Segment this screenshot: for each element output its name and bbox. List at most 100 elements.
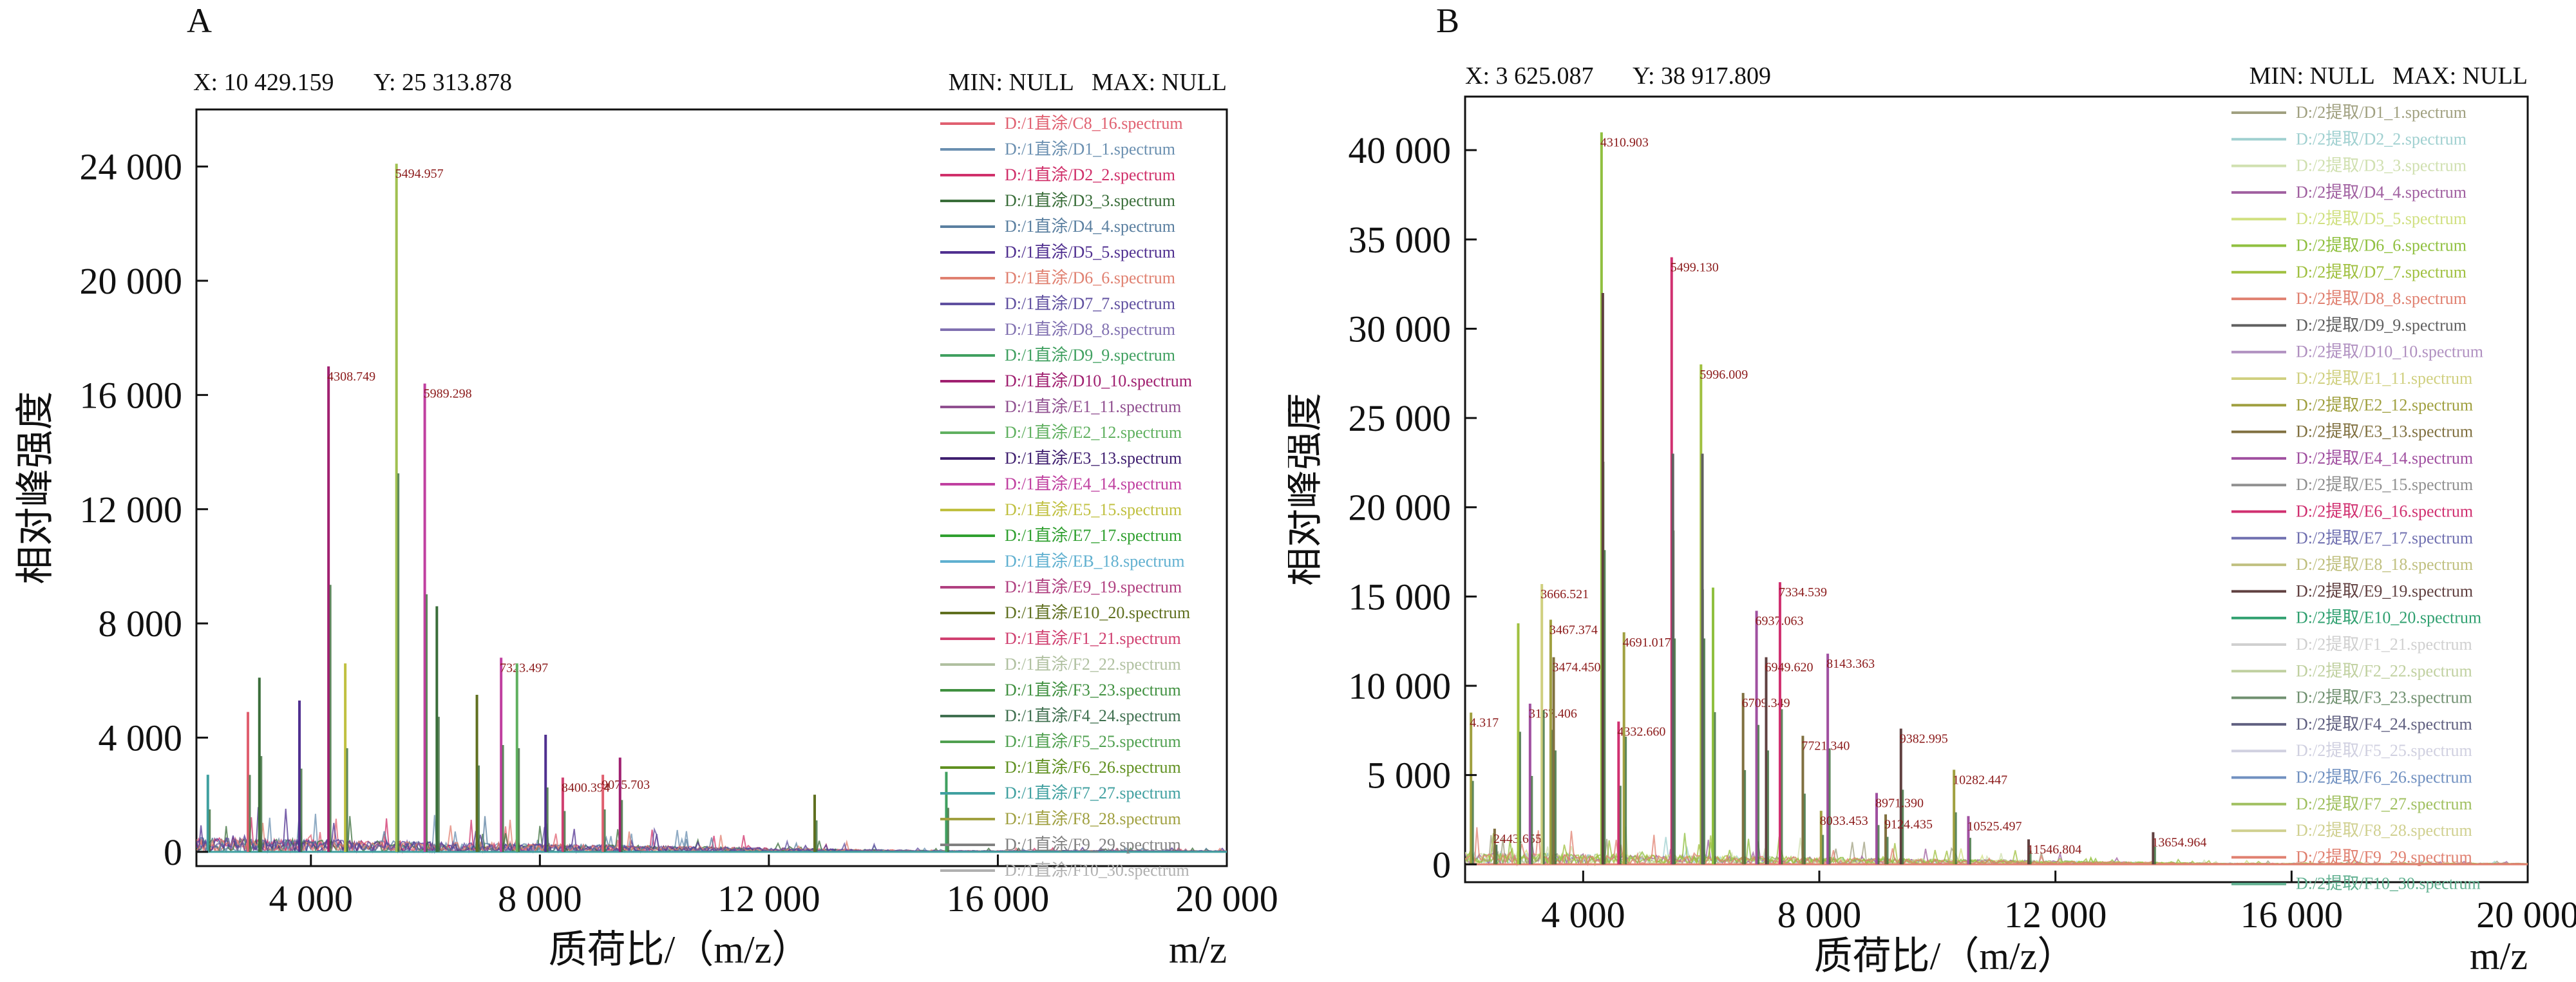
peak-label: 8143.363 (1826, 657, 1875, 671)
y-tick-label: 20 000 (1349, 487, 1452, 529)
x-axis-title: 质荷比/（m/z） (1814, 935, 2076, 977)
legend-entry: D:/1直涂/E7_17.spectrum (1005, 526, 1182, 545)
legend-entry: D:/2提取/E4_14.spectrum (2296, 449, 2473, 467)
legend-entry: D:/1直涂/E9_19.spectrum (1005, 578, 1182, 596)
legend-entry: D:/1直涂/D4_4.spectrum (1005, 217, 1175, 236)
legend-entry: D:/2提取/D6_6.spectrum (2296, 236, 2467, 255)
legend-entry: D:/2提取/D3_3.spectrum (2296, 156, 2467, 175)
y-tick-label: 8 000 (99, 603, 183, 645)
legend-entry: D:/2提取/D2_2.spectrum (2296, 129, 2467, 148)
peak-label: 3474.450 (1553, 661, 1601, 675)
peak-label: 6949.620 (1765, 661, 1814, 675)
spectra-group: 4.3172443.6553167.4063666.5213467.374347… (1465, 132, 2528, 867)
legend-entry: D:/1直涂/F10_30.spectrum (1005, 861, 1189, 880)
x-axis-unit: m/z (1169, 929, 1227, 971)
legend-entry: D:/2提取/E3_13.spectrum (2296, 422, 2473, 441)
legend-entry: D:/1直涂/C8_16.spectrum (1005, 114, 1183, 133)
legend-entry: D:/2提取/D9_9.spectrum (2296, 316, 2467, 334)
legend-entry: D:/2提取/F5_25.spectrum (2296, 741, 2472, 760)
legend-entry: D:/1直涂/D1_1.spectrum (1005, 140, 1175, 158)
cursor-y-readout: Y: 25 313.878 (374, 69, 512, 96)
peak-label: 4691.017 (1623, 636, 1671, 650)
y-tick-label: 35 000 (1349, 219, 1452, 261)
legend-entry: D:/2提取/E8_18.spectrum (2296, 555, 2473, 574)
peak-label: 8400.394 (562, 781, 610, 795)
legend-entry: D:/2提取/F6_26.spectrum (2296, 768, 2472, 787)
legend-entry: D:/2提取/E9_19.spectrum (2296, 581, 2473, 600)
legend-entry: D:/1直涂/E5_15.spectrum (1005, 500, 1182, 519)
legend-entry: D:/2提取/F7_27.spectrum (2296, 795, 2472, 813)
legend-entry: D:/1直涂/F1_21.spectrum (1005, 629, 1181, 648)
min-max-readout: MIN: NULL MAX: NULL (949, 69, 1227, 96)
legend-entry: D:/1直涂/D6_6.spectrum (1005, 269, 1175, 287)
y-tick-label: 30 000 (1349, 308, 1452, 350)
x-tick-label: 20 000 (1175, 878, 1278, 920)
chart-panel-b: B X: 3 625.087 Y: 38 917.809 MIN: NULL MAX:… (1288, 0, 2576, 982)
legend-entry: D:/2提取/F10_30.spectrum (2296, 874, 2481, 893)
x-tick-label: 8 000 (498, 878, 582, 920)
peak-label: 9382.995 (1900, 732, 1948, 746)
peak-label: 7334.539 (1779, 585, 1827, 600)
x-tick-label: 12 000 (717, 878, 820, 920)
peak-label: 4308.749 (327, 370, 375, 384)
legend-entry: D:/2提取/D10_10.spectrum (2296, 343, 2483, 361)
y-tick-label: 5 000 (1367, 755, 1452, 797)
y-tick-label: 4 000 (99, 717, 183, 759)
legend-entry: D:/1直涂/D2_2.spectrum (1005, 165, 1175, 184)
legend-entry: D:/1直涂/D9_9.spectrum (1005, 346, 1175, 364)
peak-label: 5996.009 (1700, 368, 1748, 382)
legend-entry: D:/2提取/E2_12.spectrum (2296, 395, 2473, 414)
y-axis-title: 相对峰强度 (14, 392, 57, 585)
legend-entry: D:/1直涂/F3_23.spectrum (1005, 681, 1181, 699)
legend-entry: D:/2提取/F9_29.spectrum (2296, 847, 2472, 866)
legend-entry: D:/1直涂/F6_26.spectrum (1005, 758, 1181, 777)
peak-label: 4332.660 (1617, 724, 1665, 739)
legend-entry: D:/1直涂/D8_8.spectrum (1005, 320, 1175, 339)
legend-entry: D:/2提取/D1_1.spectrum (2296, 103, 2467, 122)
peak-label: 8033.453 (1820, 814, 1868, 828)
y-tick-label: 12 000 (80, 489, 183, 531)
x-axis-title: 质荷比/（m/z） (549, 929, 811, 971)
peak-label: 4.317 (1470, 716, 1499, 730)
y-tick-label: 20 000 (80, 260, 183, 302)
y-tick-label: 15 000 (1349, 576, 1452, 618)
legend-entry: D:/2提取/E10_20.spectrum (2296, 609, 2481, 627)
peak-label: 3666.521 (1540, 587, 1589, 601)
peak-label: 7323.497 (500, 661, 548, 675)
legend-entry: D:/1直涂/E10_20.spectrum (1005, 603, 1190, 622)
x-tick-label: 20 000 (2476, 894, 2576, 936)
peak-label: 13654.964 (2152, 835, 2206, 849)
y-axis-title: 相对峰强度 (1288, 393, 1325, 586)
legend-entry: D:/1直涂/EB_18.spectrum (1005, 552, 1184, 571)
legend-entry: D:/2提取/F1_21.spectrum (2296, 635, 2472, 654)
x-tick-label: 12 000 (2004, 894, 2107, 936)
panel-letter: B (1436, 1, 1459, 40)
spectrum-chart-a: A X: 10 429.159 Y: 25 313.878 MIN: NULL MAX… (14, 1, 1278, 971)
legend-entry: D:/2提取/E1_11.spectrum (2296, 369, 2472, 388)
legend-entry: D:/1直涂/D3_3.spectrum (1005, 191, 1175, 210)
chart-panel-a: A X: 10 429.159 Y: 25 313.878 MIN: NULL MAX… (14, 1, 1278, 971)
legend-entry: D:/1直涂/F5_25.spectrum (1005, 732, 1181, 751)
legend-entry: D:/2提取/D8_8.spectrum (2296, 289, 2467, 308)
legend-entry: D:/2提取/F3_23.spectrum (2296, 688, 2472, 707)
cursor-x-readout: X: 10 429.159 (193, 69, 334, 96)
legend-entry: D:/2提取/D5_5.spectrum (2296, 209, 2467, 228)
legend-entry: D:/1直涂/F7_27.spectrum (1005, 784, 1181, 802)
spectra-group: 4308.749 5494.957 5989.298 7323.497 8400.394… (196, 164, 1227, 855)
cursor-y-readout: Y: 38 917.809 (1633, 62, 1771, 90)
legend-entry: D:/1直涂/F9_29.spectrum (1005, 835, 1181, 854)
peak-label: 10525.497 (1967, 819, 2022, 833)
peak-label: 11546.804 (2027, 842, 2081, 856)
y-tick-label: 25 000 (1349, 397, 1452, 439)
x-axis-unit: m/z (2470, 935, 2528, 977)
min-max-readout: MIN: NULL MAX: NULL (2249, 62, 2528, 90)
x-tick-label: 4 000 (269, 878, 354, 920)
plot-frame (195, 108, 1228, 867)
legend-entry: D:/1直涂/E1_11.spectrum (1005, 397, 1181, 416)
legend-entry: D:/2提取/D4_4.spectrum (2296, 183, 2467, 202)
x-tick-label: 16 000 (947, 878, 1050, 920)
peak-label: 4310.903 (1600, 135, 1649, 149)
legend-entry: D:/2提取/D7_7.spectrum (2296, 263, 2467, 281)
legend-entry: D:/1直涂/D10_10.spectrum (1005, 372, 1192, 390)
peak-label: 9124.435 (1884, 818, 1933, 832)
